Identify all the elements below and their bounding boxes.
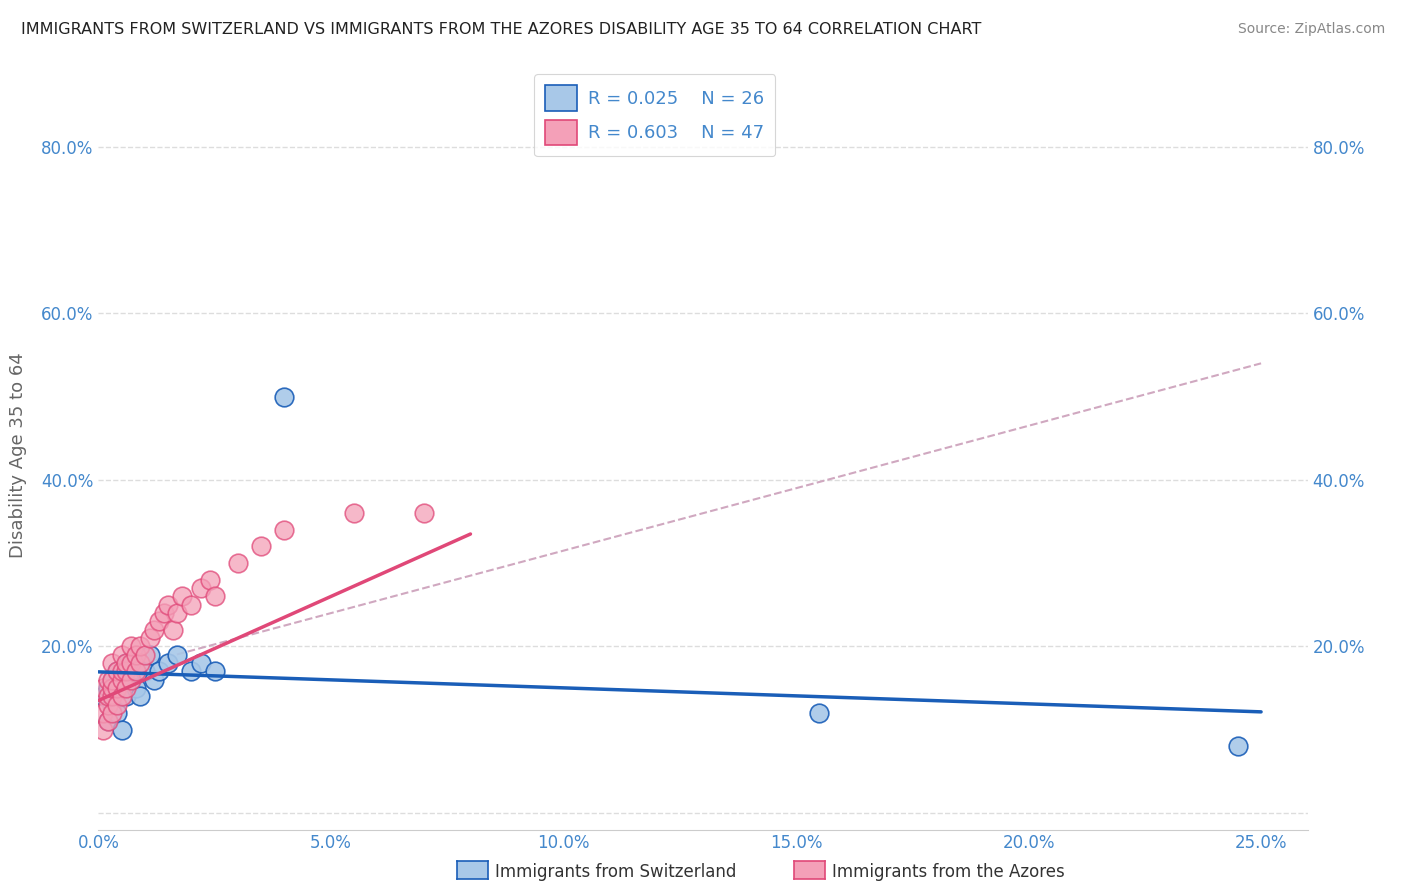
Point [91,706,114,720]
Point [105,665,128,679]
Point [204,590,226,604]
Point [111,673,134,687]
Point [143,673,166,687]
Point [143,623,166,637]
Point [101,673,124,687]
Point [157,598,180,612]
Point [134,665,156,679]
Point [120,673,142,687]
Text: Source: ZipAtlas.com: Source: ZipAtlas.com [1237,22,1385,37]
Point [91,690,114,704]
Point [111,648,134,662]
Point [166,648,188,662]
Point [172,590,194,604]
Point [250,540,273,554]
Point [204,665,226,679]
Point [198,573,221,587]
Point [120,673,142,687]
Point [134,648,156,662]
Point [97,714,120,729]
Point [105,698,128,712]
Point [152,606,174,620]
Point [138,631,160,645]
Point [101,706,124,720]
Point [111,681,134,695]
Point [105,706,128,720]
Point [273,390,295,404]
Point [413,506,436,520]
Point [162,623,184,637]
Text: Immigrants from Switzerland: Immigrants from Switzerland [495,863,737,881]
Point [97,698,120,712]
Point [1226,739,1249,754]
Point [166,606,188,620]
Point [129,656,152,670]
Point [138,648,160,662]
Point [105,681,128,695]
Point [111,665,134,679]
Point [190,581,212,595]
Point [808,706,831,720]
Point [124,648,146,662]
Y-axis label: Disability Age 35 to 64: Disability Age 35 to 64 [10,352,27,558]
Point [190,656,212,670]
Point [97,681,120,695]
Point [124,681,146,695]
Point [129,690,152,704]
Point [97,690,120,704]
Point [97,714,120,729]
Point [97,673,120,687]
Point [105,665,128,679]
Text: Immigrants from the Azores: Immigrants from the Azores [832,863,1066,881]
Point [226,556,249,570]
Point [273,523,295,537]
Point [111,723,134,737]
Point [101,681,124,695]
Point [115,690,138,704]
Point [101,690,124,704]
Point [180,665,202,679]
Point [120,656,142,670]
Point [180,598,202,612]
Point [120,640,142,654]
Point [101,698,124,712]
Point [129,640,152,654]
Point [343,506,366,520]
Point [101,673,124,687]
Point [101,656,124,670]
Point [148,665,170,679]
Legend: R = 0.025    N = 26, R = 0.603    N = 47: R = 0.025 N = 26, R = 0.603 N = 47 [534,74,775,156]
Point [124,665,146,679]
Point [115,681,138,695]
Point [111,690,134,704]
Point [91,723,114,737]
Point [148,615,170,629]
Point [157,656,180,670]
Point [115,656,138,670]
Point [91,681,114,695]
Point [115,656,138,670]
Point [115,665,138,679]
Text: IMMIGRANTS FROM SWITZERLAND VS IMMIGRANTS FROM THE AZORES DISABILITY AGE 35 TO 6: IMMIGRANTS FROM SWITZERLAND VS IMMIGRANT… [21,22,981,37]
